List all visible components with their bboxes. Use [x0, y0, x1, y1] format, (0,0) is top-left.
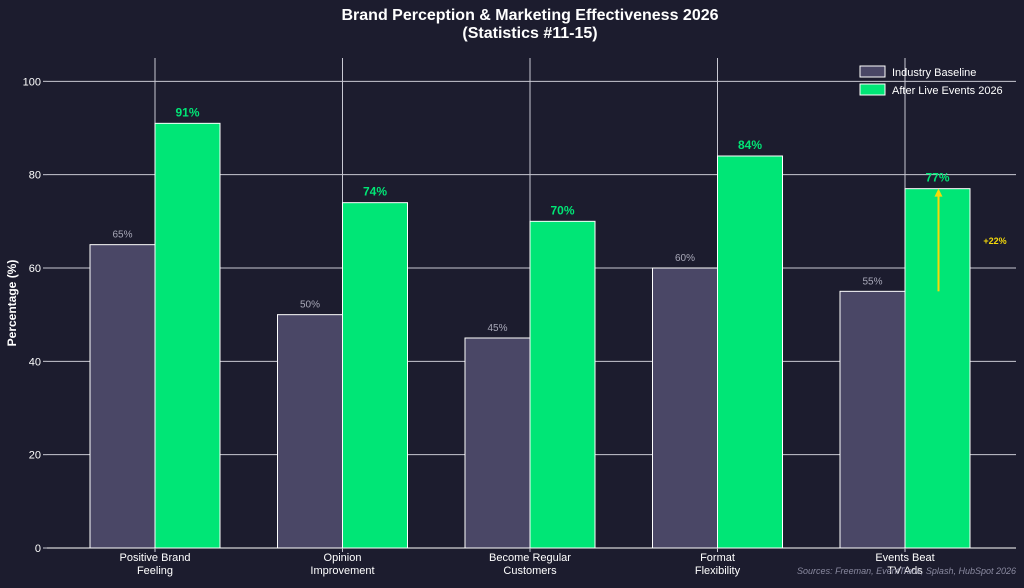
bar-industry-baseline: [464, 337, 531, 549]
data-label-after-live-events: 84%: [738, 138, 762, 152]
x-tick-label: Feeling: [137, 565, 173, 577]
bar-industry-baseline: [839, 290, 906, 549]
legend-swatch-industry-baseline: [859, 65, 886, 78]
x-tick-label: TV Ads: [887, 565, 923, 577]
bars-layer: [89, 122, 971, 549]
data-label-industry-baseline: 60%: [675, 253, 695, 264]
legend-label-industry-baseline: Industry Baseline: [892, 67, 976, 79]
y-tick-label: 60: [29, 263, 41, 275]
data-label-industry-baseline: 55%: [862, 276, 882, 287]
data-label-industry-baseline: 65%: [112, 230, 132, 241]
data-label-after-live-events: 70%: [550, 203, 574, 217]
x-tick-label: Customers: [503, 565, 557, 577]
legend-swatch-after-live-events: [859, 83, 886, 96]
y-tick-label: 0: [35, 543, 41, 555]
chart-title-line1: Brand Perception & Marketing Effectivene…: [341, 7, 718, 24]
x-tick-label: Flexibility: [695, 565, 741, 577]
chart-title-line2: (Statistics #11-15): [462, 25, 597, 42]
x-tick-label: Format: [700, 552, 735, 564]
labels-layer: 65% 50% 45% 60% 55% 91% 74% 70% 84% 77%: [112, 105, 949, 334]
legend-label-after-live-events: After Live Events 2026: [892, 85, 1003, 97]
y-tick-label: 40: [29, 356, 41, 368]
x-tick-label: Events Beat: [875, 552, 934, 564]
x-tick-label: Opinion: [324, 552, 362, 564]
data-label-industry-baseline: 45%: [487, 323, 507, 334]
annotation-arrow-head: [934, 188, 943, 197]
data-label-after-live-events: 91%: [175, 105, 199, 119]
legend: Industry Baseline After Live Events 2026: [859, 65, 1003, 97]
bar-industry-baseline: [652, 267, 718, 549]
x-tick-label: Improvement: [310, 565, 374, 577]
bar-after-live-events: [154, 122, 221, 549]
data-label-after-live-events: 74%: [363, 185, 387, 199]
y-axis-label: Percentage (%): [5, 260, 19, 347]
annotation-label: +22%: [983, 236, 1006, 246]
bar-after-live-events: [342, 202, 408, 549]
x-tick-label: Become Regular: [489, 552, 571, 564]
y-tick-label: 80: [29, 170, 41, 182]
source-note: Sources: Freeman, EventTrack, Splash, Hu…: [797, 566, 1016, 576]
bar-after-live-events: [529, 220, 596, 549]
bar-after-live-events: [717, 155, 783, 549]
y-tick-label: 20: [29, 450, 41, 462]
annotation-layer: +22%: [934, 188, 1007, 292]
bar-industry-baseline: [277, 314, 343, 549]
x-tick-label: Positive Brand: [120, 552, 191, 564]
data-label-after-live-events: 77%: [925, 171, 949, 185]
y-tick-label: 100: [23, 76, 41, 88]
data-label-industry-baseline: 50%: [300, 300, 320, 311]
bar-industry-baseline: [89, 244, 156, 549]
